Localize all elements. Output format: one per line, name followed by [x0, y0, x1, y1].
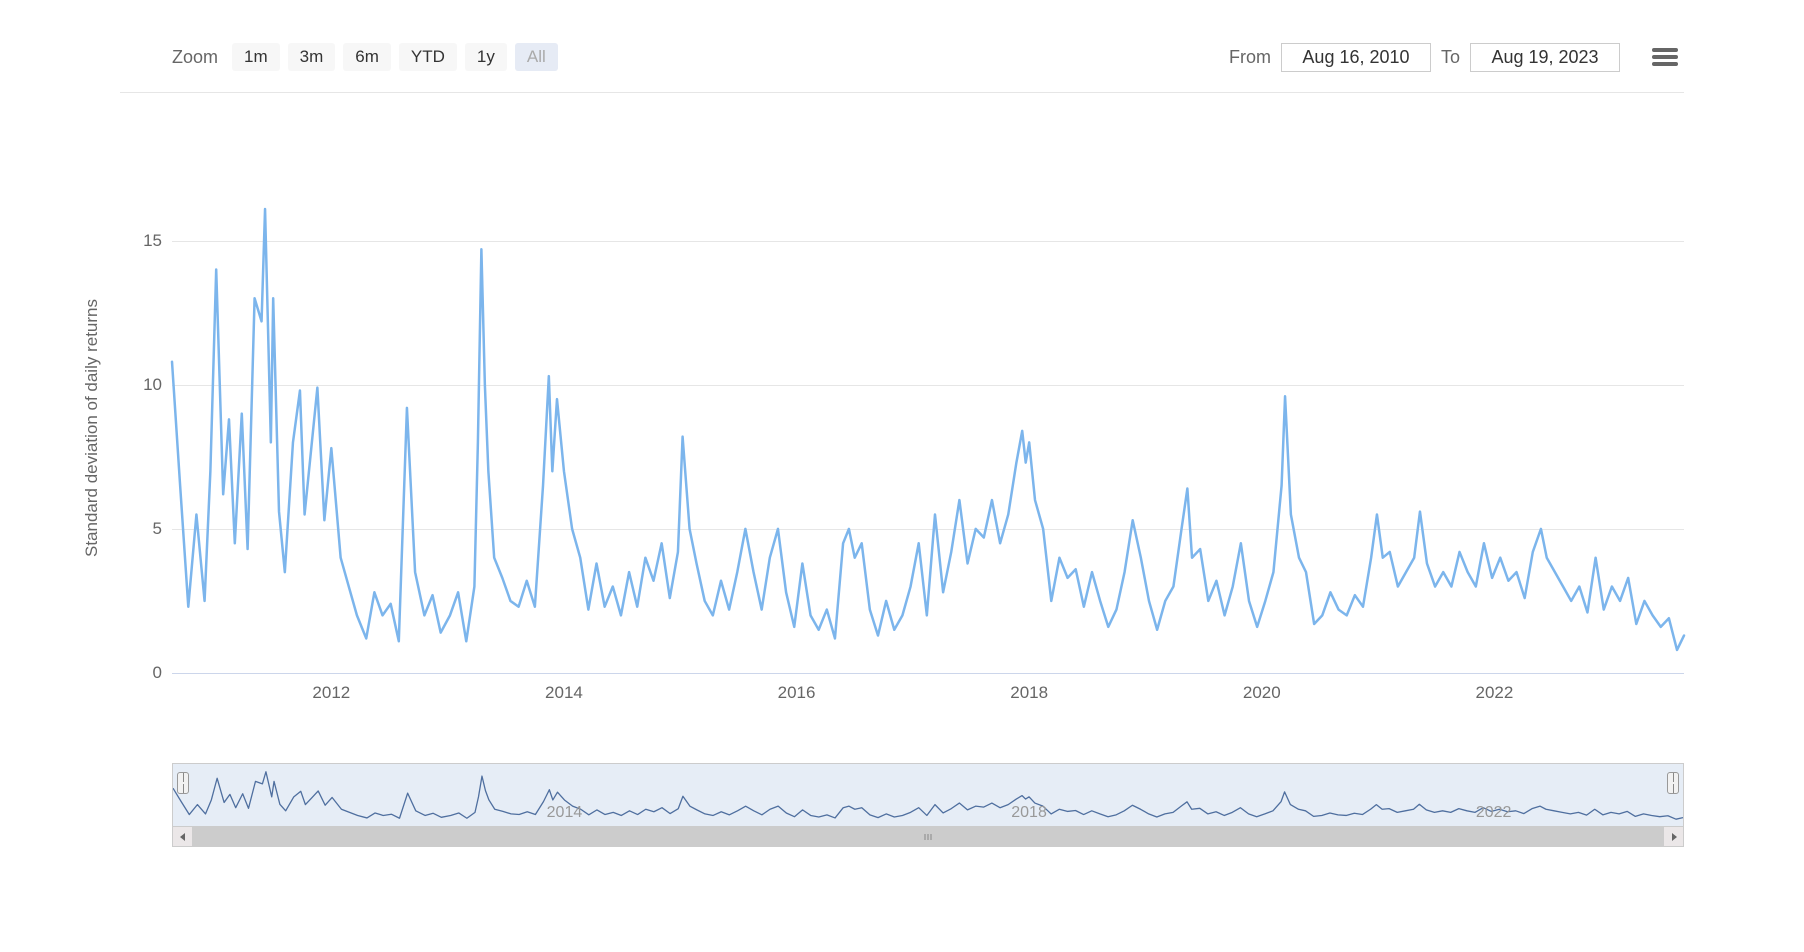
- hamburger-icon: [1652, 46, 1678, 68]
- navigator: 2014 2018 2022: [172, 763, 1684, 847]
- zoom-button-1y[interactable]: 1y: [465, 43, 507, 71]
- chart-menu-button[interactable]: [1646, 40, 1684, 74]
- x-tick-label: 2020: [1243, 683, 1281, 703]
- chart-toolbar: Zoom 1m 3m6m YTD 1y All From To: [120, 40, 1684, 93]
- date-range-group: From To: [1229, 43, 1620, 72]
- navigator-handle-left[interactable]: [177, 772, 189, 794]
- triangle-left-icon: [179, 833, 187, 841]
- navigator-x-tick-label: 2022: [1476, 804, 1512, 822]
- navigator-series: [173, 764, 1683, 826]
- to-label: To: [1441, 47, 1460, 68]
- from-label: From: [1229, 47, 1271, 68]
- scroll-left-button[interactable]: [173, 827, 193, 846]
- plot-area[interactable]: [172, 183, 1684, 673]
- triangle-right-icon: [1670, 833, 1678, 841]
- scroll-right-button[interactable]: [1663, 827, 1683, 846]
- zoom-button-all[interactable]: All: [515, 43, 558, 71]
- series-line: [172, 209, 1684, 650]
- scroll-track[interactable]: [193, 827, 1663, 846]
- y-axis-labels: 051015: [120, 183, 172, 673]
- zoom-button-6m[interactable]: 6m: [343, 43, 391, 71]
- x-axis-labels: 2012 2014 2016 2018 2020 2022: [172, 673, 1684, 713]
- y-tick-label: 0: [153, 663, 162, 683]
- to-date-input[interactable]: [1470, 43, 1620, 72]
- navigator-x-tick-label: 2014: [547, 804, 583, 822]
- navigator-scrollbar: [172, 827, 1684, 847]
- x-tick-label: 2022: [1475, 683, 1513, 703]
- zoom-button-1m[interactable]: 1m: [232, 43, 280, 71]
- from-date-input[interactable]: [1281, 43, 1431, 72]
- zoom-buttons: 1m 3m6m YTD 1y All: [232, 43, 558, 71]
- x-tick-label: 2016: [778, 683, 816, 703]
- x-tick-label: 2012: [312, 683, 350, 703]
- y-axis-title: Standard deviation of daily returns: [82, 299, 102, 557]
- series-svg: [172, 183, 1684, 673]
- scroll-thumb-grip-icon: [925, 834, 932, 840]
- navigator-x-tick-label: 2018: [1011, 804, 1047, 822]
- y-tick-label: 15: [143, 231, 162, 251]
- y-tick-label: 10: [143, 375, 162, 395]
- zoom-label: Zoom: [172, 47, 218, 68]
- y-tick-label: 5: [153, 519, 162, 539]
- main-plot: Standard deviation of daily returns 0510…: [120, 183, 1684, 673]
- chart-container: Zoom 1m3m6mYTD1yAll From To Standard dev…: [120, 40, 1684, 847]
- navigator-series-line: [173, 772, 1683, 819]
- x-tick-label: 2014: [545, 683, 583, 703]
- x-tick-label: 2018: [1010, 683, 1048, 703]
- navigator-handle-right[interactable]: [1667, 772, 1679, 794]
- zoom-button-ytd[interactable]: YTD: [399, 43, 457, 71]
- navigator-window[interactable]: 2014 2018 2022: [172, 763, 1684, 827]
- zoom-button-3m[interactable]: 3m: [288, 43, 336, 71]
